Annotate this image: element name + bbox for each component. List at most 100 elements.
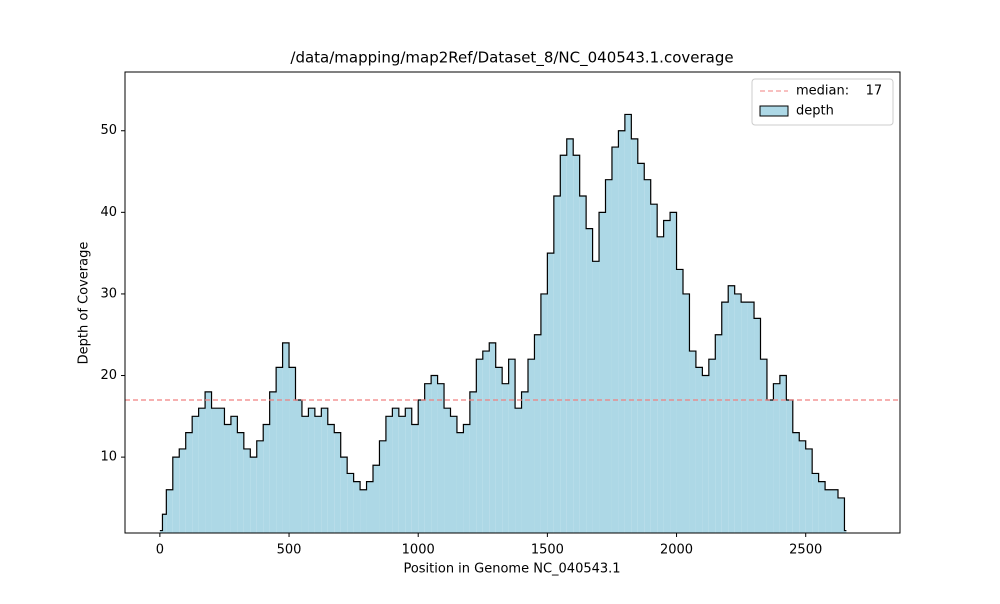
coverage-step (540, 293, 548, 533)
coverage-step (456, 432, 464, 533)
coverage-step (308, 408, 315, 533)
coverage-step (198, 408, 206, 533)
coverage-step (734, 293, 742, 533)
coverage-step (592, 261, 600, 533)
x-tick-label: 1000 (402, 543, 435, 558)
coverage-step (243, 448, 251, 533)
coverage-step (263, 424, 270, 533)
coverage-step (611, 147, 619, 533)
coverage-step (534, 334, 541, 533)
coverage-step (450, 416, 457, 533)
coverage-step (728, 285, 735, 533)
coverage-step (708, 359, 716, 533)
coverage-step (327, 424, 335, 533)
coverage-step (366, 481, 373, 533)
coverage-step (515, 408, 522, 533)
coverage-step (799, 440, 806, 533)
coverage-step (566, 138, 574, 533)
coverage-step (411, 424, 419, 533)
coverage-step (431, 375, 438, 533)
coverage-step (644, 179, 651, 534)
coverage-step (792, 432, 800, 533)
y-tick-label: 20 (100, 368, 117, 383)
coverage-step (379, 440, 386, 533)
coverage-step (605, 179, 612, 534)
coverage-step (624, 114, 632, 534)
chart-title: /data/mapping/map2Ref/Dataset_8/NC_04054… (290, 49, 733, 68)
legend-label: median: 17 (796, 84, 882, 99)
coverage-step (818, 481, 826, 533)
coverage-step (373, 465, 380, 533)
coverage-step (760, 359, 767, 533)
coverage-step (521, 391, 528, 533)
coverage-step (256, 440, 264, 533)
coverage-step (314, 416, 322, 533)
coverage-step (560, 155, 567, 533)
x-tick-label: 1500 (531, 543, 564, 558)
plot-frame (124, 71, 901, 534)
coverage-step (721, 302, 729, 533)
coverage-step (586, 228, 593, 534)
coverage-step (676, 269, 683, 533)
coverage-step (476, 359, 483, 533)
coverage-step (553, 196, 561, 533)
coverage-step (670, 212, 677, 533)
coverage-step (424, 383, 432, 533)
coverage-step (766, 400, 774, 533)
coverage-step (599, 212, 606, 533)
coverage-step (398, 416, 406, 533)
coverage-step (482, 351, 490, 533)
coverage-step (353, 481, 361, 533)
coverage-step (392, 408, 399, 533)
coverage-step (463, 424, 470, 533)
coverage-step (754, 318, 761, 533)
coverage-step (741, 302, 748, 533)
x-tick-label: 2500 (789, 543, 822, 558)
coverage-outline (159, 113, 847, 532)
coverage-step (166, 489, 173, 533)
coverage-step (786, 400, 793, 533)
coverage-step (295, 400, 302, 533)
coverage-step (831, 489, 838, 533)
coverage-step (825, 489, 832, 533)
coverage-step (172, 457, 180, 533)
coverage-step (689, 351, 696, 533)
coverage-step (502, 383, 509, 533)
coverage-step (250, 457, 257, 533)
coverage-step (289, 367, 296, 533)
coverage-step (747, 302, 755, 533)
coverage-step (838, 497, 845, 533)
coverage-step (715, 334, 722, 533)
coverage-step (360, 489, 367, 533)
coverage-step (805, 448, 813, 533)
legend-swatch (759, 105, 789, 117)
coverage-step (159, 530, 163, 533)
x-axis-label: Position in Genome NC_040543.1 (403, 562, 620, 577)
coverage-step (637, 163, 645, 533)
coverage-step (321, 408, 328, 533)
coverage-step (773, 383, 780, 533)
coverage-step (489, 342, 496, 533)
coverage-step (444, 408, 451, 533)
coverage-step (211, 408, 218, 533)
coverage-step (185, 432, 193, 533)
coverage-step (650, 204, 658, 533)
coverage-step (528, 359, 535, 533)
y-tick-label: 50 (100, 123, 117, 138)
coverage-step (779, 375, 787, 533)
coverage-step (695, 367, 703, 533)
coverage-step (224, 424, 231, 533)
coverage-step (192, 416, 199, 533)
coverage-step (301, 416, 309, 533)
coverage-step (230, 416, 238, 533)
coverage-step (347, 473, 354, 533)
x-tick-label: 500 (277, 543, 302, 558)
coverage-step (547, 253, 554, 533)
legend-label: depth (796, 104, 834, 119)
coverage-step (418, 400, 425, 533)
coverage-step (702, 375, 709, 533)
y-tick-label: 40 (100, 205, 117, 220)
coverage-step (282, 342, 290, 533)
coverage-step (276, 367, 283, 533)
